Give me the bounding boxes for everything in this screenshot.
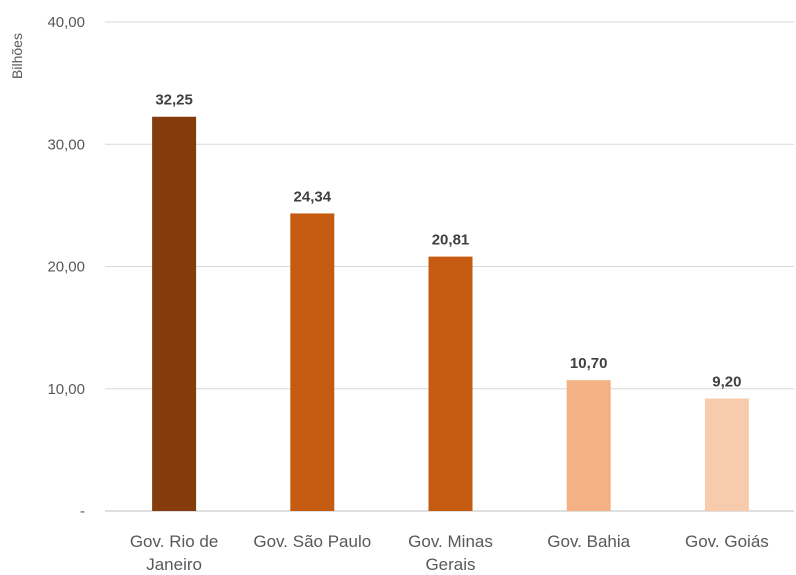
data-label: 24,34 [294, 188, 332, 205]
bar [290, 213, 335, 512]
bars [152, 116, 749, 512]
bar [566, 380, 611, 511]
x-axis-categories: Gov. Rio de Janeiro Gov. São Paulo Gov. Min… [130, 532, 769, 574]
bar [704, 398, 749, 511]
x-category-label: Gov. São Paulo [253, 532, 371, 551]
data-labels: 32,25 24,34 20,81 10,70 9,20 [155, 92, 741, 391]
data-label: 32,25 [155, 92, 193, 109]
x-category-label: Gov. Minas Gerais [408, 532, 493, 574]
x-category-label: Gov. Bahia [547, 532, 630, 551]
data-label: 20,81 [432, 232, 470, 249]
y-tick-label: 40,00 [47, 14, 85, 31]
y-axis-title: Bilhões [9, 33, 25, 79]
x-category-label: Gov. Goiás [685, 532, 769, 551]
y-tick-label: 10,00 [47, 381, 85, 398]
data-label: 10,70 [570, 355, 608, 372]
y-tick-label: 20,00 [47, 259, 85, 276]
data-label: 9,20 [712, 374, 741, 391]
x-category-label: Gov. Rio de Janeiro [130, 532, 219, 574]
y-axis-ticks: - 10,00 20,00 30,00 40,00 [47, 14, 85, 520]
y-tick-label: 30,00 [47, 136, 85, 153]
bar [152, 116, 197, 512]
bar [428, 256, 473, 511]
y-tick-label: - [80, 503, 85, 520]
